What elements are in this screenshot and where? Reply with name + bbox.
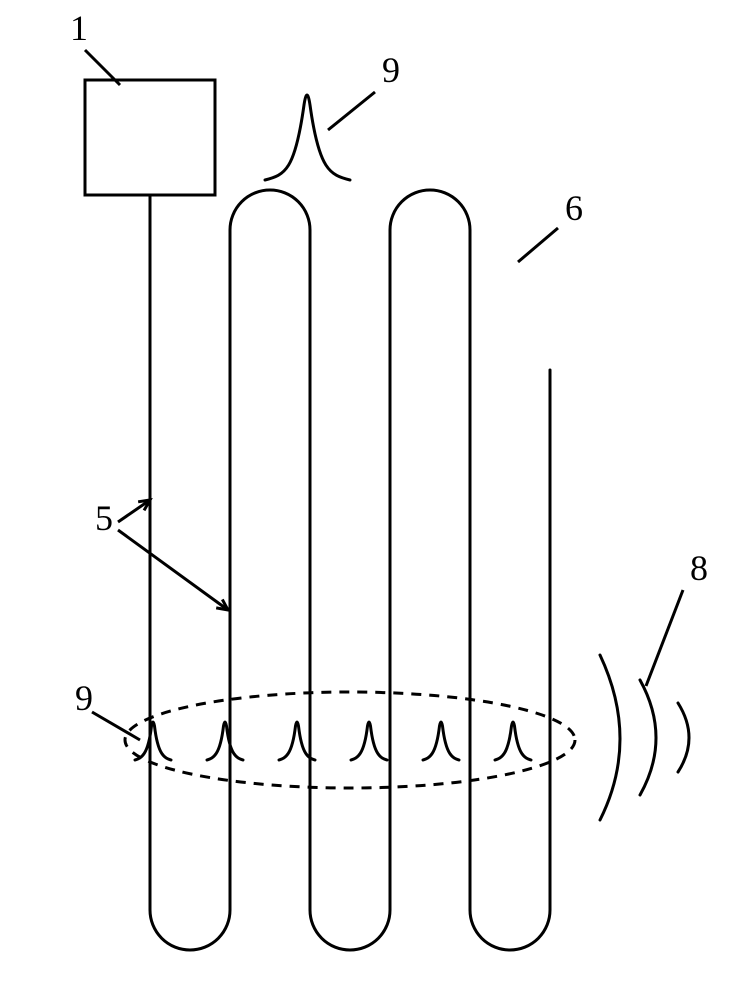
pulse-peak-small-3 (351, 722, 387, 760)
label-l5: 5 (95, 498, 113, 538)
label-l1: 1 (70, 8, 88, 48)
serpentine-fiber (150, 190, 550, 950)
pulse-peak-small-0 (135, 722, 171, 760)
wave-line-1 (640, 680, 656, 795)
leader-l5-1 (118, 530, 228, 610)
label-l9b: 9 (75, 678, 93, 718)
dashed-oval (125, 692, 575, 788)
pulse-peak-small-4 (423, 722, 459, 760)
pulse-peak-large (265, 95, 350, 180)
leader-l8 (646, 590, 683, 686)
leader-l9a (328, 92, 375, 130)
leader-l6 (518, 228, 558, 262)
pulse-peak-small-1 (207, 722, 243, 760)
box-1 (85, 80, 215, 195)
pulse-peak-small-5 (495, 722, 531, 760)
wave-line-2 (678, 703, 689, 772)
label-l6: 6 (565, 188, 583, 228)
label-l8: 8 (690, 548, 708, 588)
wave-line-0 (600, 655, 620, 820)
label-l9a: 9 (382, 50, 400, 90)
